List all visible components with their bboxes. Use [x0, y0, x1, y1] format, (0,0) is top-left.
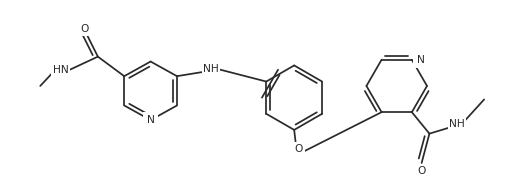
Text: HN: HN	[53, 65, 69, 75]
Text: N: N	[417, 55, 425, 65]
Text: N: N	[147, 115, 155, 125]
Text: O: O	[417, 166, 426, 176]
Text: NH: NH	[203, 64, 219, 74]
Text: O: O	[295, 144, 303, 154]
Text: NH: NH	[449, 119, 465, 129]
Text: O: O	[80, 24, 88, 34]
